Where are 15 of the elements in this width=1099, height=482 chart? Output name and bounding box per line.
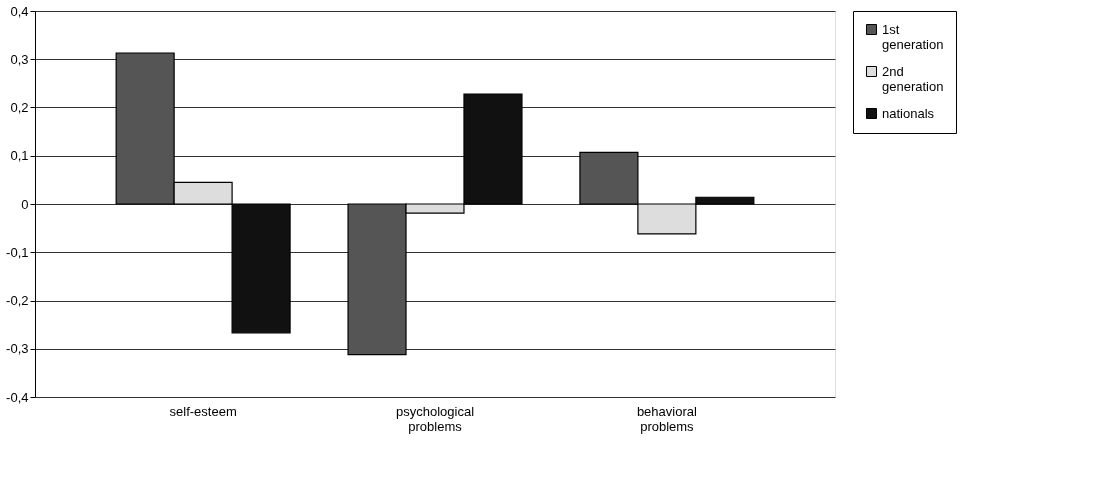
x-tick-label: behavioral problems — [636, 403, 697, 434]
y-tick-label: 0 — [21, 196, 29, 212]
y-tick-label: 0,3 — [10, 51, 29, 67]
y-tick-label: -0,1 — [6, 244, 29, 260]
y-tick-label: -0,4 — [6, 389, 29, 405]
y-tick-label: 0,4 — [10, 3, 29, 19]
legend-label: nationals — [882, 105, 935, 121]
legend-label: 1st generation — [882, 21, 944, 52]
y-tick-label: -0,3 — [6, 341, 29, 357]
x-tick-label: self-esteem — [169, 403, 237, 419]
y-tick-label: 0,2 — [10, 100, 29, 115]
legend-label: 2nd generation — [882, 63, 944, 94]
y-tick-label: 0,1 — [10, 148, 29, 164]
x-tick-label: psychological problems — [395, 403, 475, 434]
y-tick-label: -0,2 — [6, 293, 29, 308]
